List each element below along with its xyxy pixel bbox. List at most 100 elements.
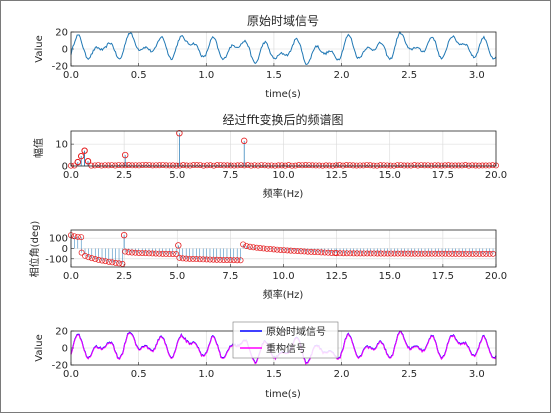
x-tick-label: 10.0 xyxy=(272,170,294,181)
stem-marker xyxy=(95,162,102,168)
stem-marker xyxy=(370,162,377,169)
x-tick-label: 15.0 xyxy=(379,170,401,181)
stem-marker xyxy=(221,162,227,169)
stem-marker xyxy=(98,162,105,169)
phase-stem-marker xyxy=(224,257,230,263)
phase-stem-marker xyxy=(193,256,200,263)
stem-marker xyxy=(170,162,176,169)
phase-stem-marker xyxy=(99,257,105,264)
stem-marker xyxy=(323,162,329,169)
stem-marker xyxy=(146,162,153,169)
stem-marker xyxy=(414,162,421,169)
phase-stem-marker xyxy=(156,250,163,257)
phase-stem-marker xyxy=(85,254,92,261)
x-tick-label: 2.5 xyxy=(401,70,417,81)
phase-stem-marker xyxy=(207,256,213,263)
y-tick-label: 20 xyxy=(55,28,68,39)
stem-marker xyxy=(278,162,285,169)
stem-marker xyxy=(486,162,493,169)
phase-stem-marker xyxy=(367,250,374,257)
phase-stem-marker xyxy=(486,250,493,257)
y-tick-label: -20 xyxy=(52,361,68,372)
y-tick-label: 0 xyxy=(62,344,68,355)
phase-stem-marker xyxy=(377,250,384,257)
panel-amplitude-spectrum: 经过fft变换后的频谱图 0.0 2.5 5.0 7.5 10.0 12.5 15.0 17.… xyxy=(32,112,507,200)
phase-stem-marker xyxy=(391,250,398,257)
phase-stem-marker xyxy=(122,248,129,255)
phase-stem-marker xyxy=(432,250,439,257)
stem-marker xyxy=(455,162,462,169)
x-tick-label: 20.0 xyxy=(485,271,507,282)
stem-marker xyxy=(397,162,404,169)
phase-stem-marker xyxy=(186,255,193,262)
panel-time-signal: 原始时域信号 0.0 0.5 1.0 1.5 2.0 2.5 3.0 -20 0 20 time… xyxy=(34,14,497,100)
phase-stem-marker xyxy=(374,250,381,257)
stem-marker xyxy=(125,162,132,169)
stem-marker xyxy=(207,162,214,169)
stem-marker xyxy=(91,162,98,169)
y-tick-label: 0 xyxy=(62,244,68,255)
stem-marker xyxy=(255,162,261,169)
phase-stem-marker xyxy=(146,250,152,257)
phase-stem-marker xyxy=(234,257,241,264)
chart-title-2: 经过fft变换后的频谱图 xyxy=(223,112,344,127)
phase-stem-marker xyxy=(398,250,405,257)
stem-marker xyxy=(340,162,346,169)
x-tick-label: 3.0 xyxy=(469,369,485,380)
phase-stem-marker xyxy=(152,250,159,257)
phase-stem-marker xyxy=(109,259,116,266)
phase-stem-marker xyxy=(483,250,490,257)
phase-stem-marker xyxy=(267,246,274,253)
phase-stem-marker xyxy=(227,257,234,264)
stem-peak-marker xyxy=(84,157,92,165)
series-amplitude xyxy=(68,129,499,169)
phase-stem-marker xyxy=(462,250,469,257)
stem-marker xyxy=(425,162,431,169)
phase-stem-marker xyxy=(308,248,315,255)
stem-marker xyxy=(156,162,163,169)
phase-stem-marker xyxy=(452,250,459,257)
stem-marker xyxy=(231,162,238,169)
phase-stem-marker xyxy=(445,250,452,257)
stem-peak-marker xyxy=(240,137,248,145)
stem-marker xyxy=(183,162,190,169)
phase-stem-marker xyxy=(401,250,408,257)
stem-marker xyxy=(452,162,459,169)
stem-marker xyxy=(476,162,482,169)
phase-stem-marker xyxy=(405,250,411,257)
phase-stem-marker xyxy=(449,250,456,257)
stem-marker xyxy=(197,162,204,169)
phase-stem-marker xyxy=(88,255,95,262)
panel-phase-spectrum: 0.0 2.5 5.0 7.5 10.0 12.5 15.0 17.5 20.0 -100010… xyxy=(28,221,507,301)
phase-stem-marker xyxy=(476,250,483,257)
phase-stem-marker xyxy=(274,246,281,253)
stem-marker xyxy=(285,162,292,169)
phase-stem-marker xyxy=(173,251,180,258)
phase-stem-marker xyxy=(318,249,325,256)
stem-marker xyxy=(346,162,353,169)
x-tick-label: 1.5 xyxy=(266,70,282,81)
stem-marker xyxy=(469,162,476,169)
legend-label-reconstructed: 重构信号 xyxy=(266,342,306,355)
panel-reconstruction: 0.0 0.5 1.0 1.5 2.0 2.5 3.0 -20 0 20 time(s) Val… xyxy=(34,321,497,400)
stem-marker xyxy=(112,162,119,169)
x-tick-label: 12.5 xyxy=(325,170,347,181)
phase-stem-marker xyxy=(132,249,139,256)
phase-stem-marker xyxy=(337,250,343,257)
stem-marker xyxy=(159,162,166,168)
grid-2 xyxy=(70,131,497,167)
stem-marker xyxy=(115,162,122,168)
phase-stem-marker xyxy=(230,257,237,264)
phase-stem-marker xyxy=(179,255,186,262)
stem-marker xyxy=(489,162,496,169)
x-tick-label: 10.0 xyxy=(272,271,294,282)
x-tick-label: 20.0 xyxy=(485,170,507,181)
phase-stem-marker xyxy=(333,250,340,257)
x-tick-label: 17.5 xyxy=(432,170,454,181)
phase-stem-marker xyxy=(442,250,449,257)
y-axis-label-1: Value xyxy=(34,35,45,62)
x-tick-labels-3: 0.0 2.5 5.0 7.5 10.0 12.5 15.0 17.5 20.0 xyxy=(63,271,507,282)
stem-marker xyxy=(132,162,139,169)
y-tick-label: 20 xyxy=(55,327,68,338)
x-tick-label: 7.5 xyxy=(222,170,238,181)
